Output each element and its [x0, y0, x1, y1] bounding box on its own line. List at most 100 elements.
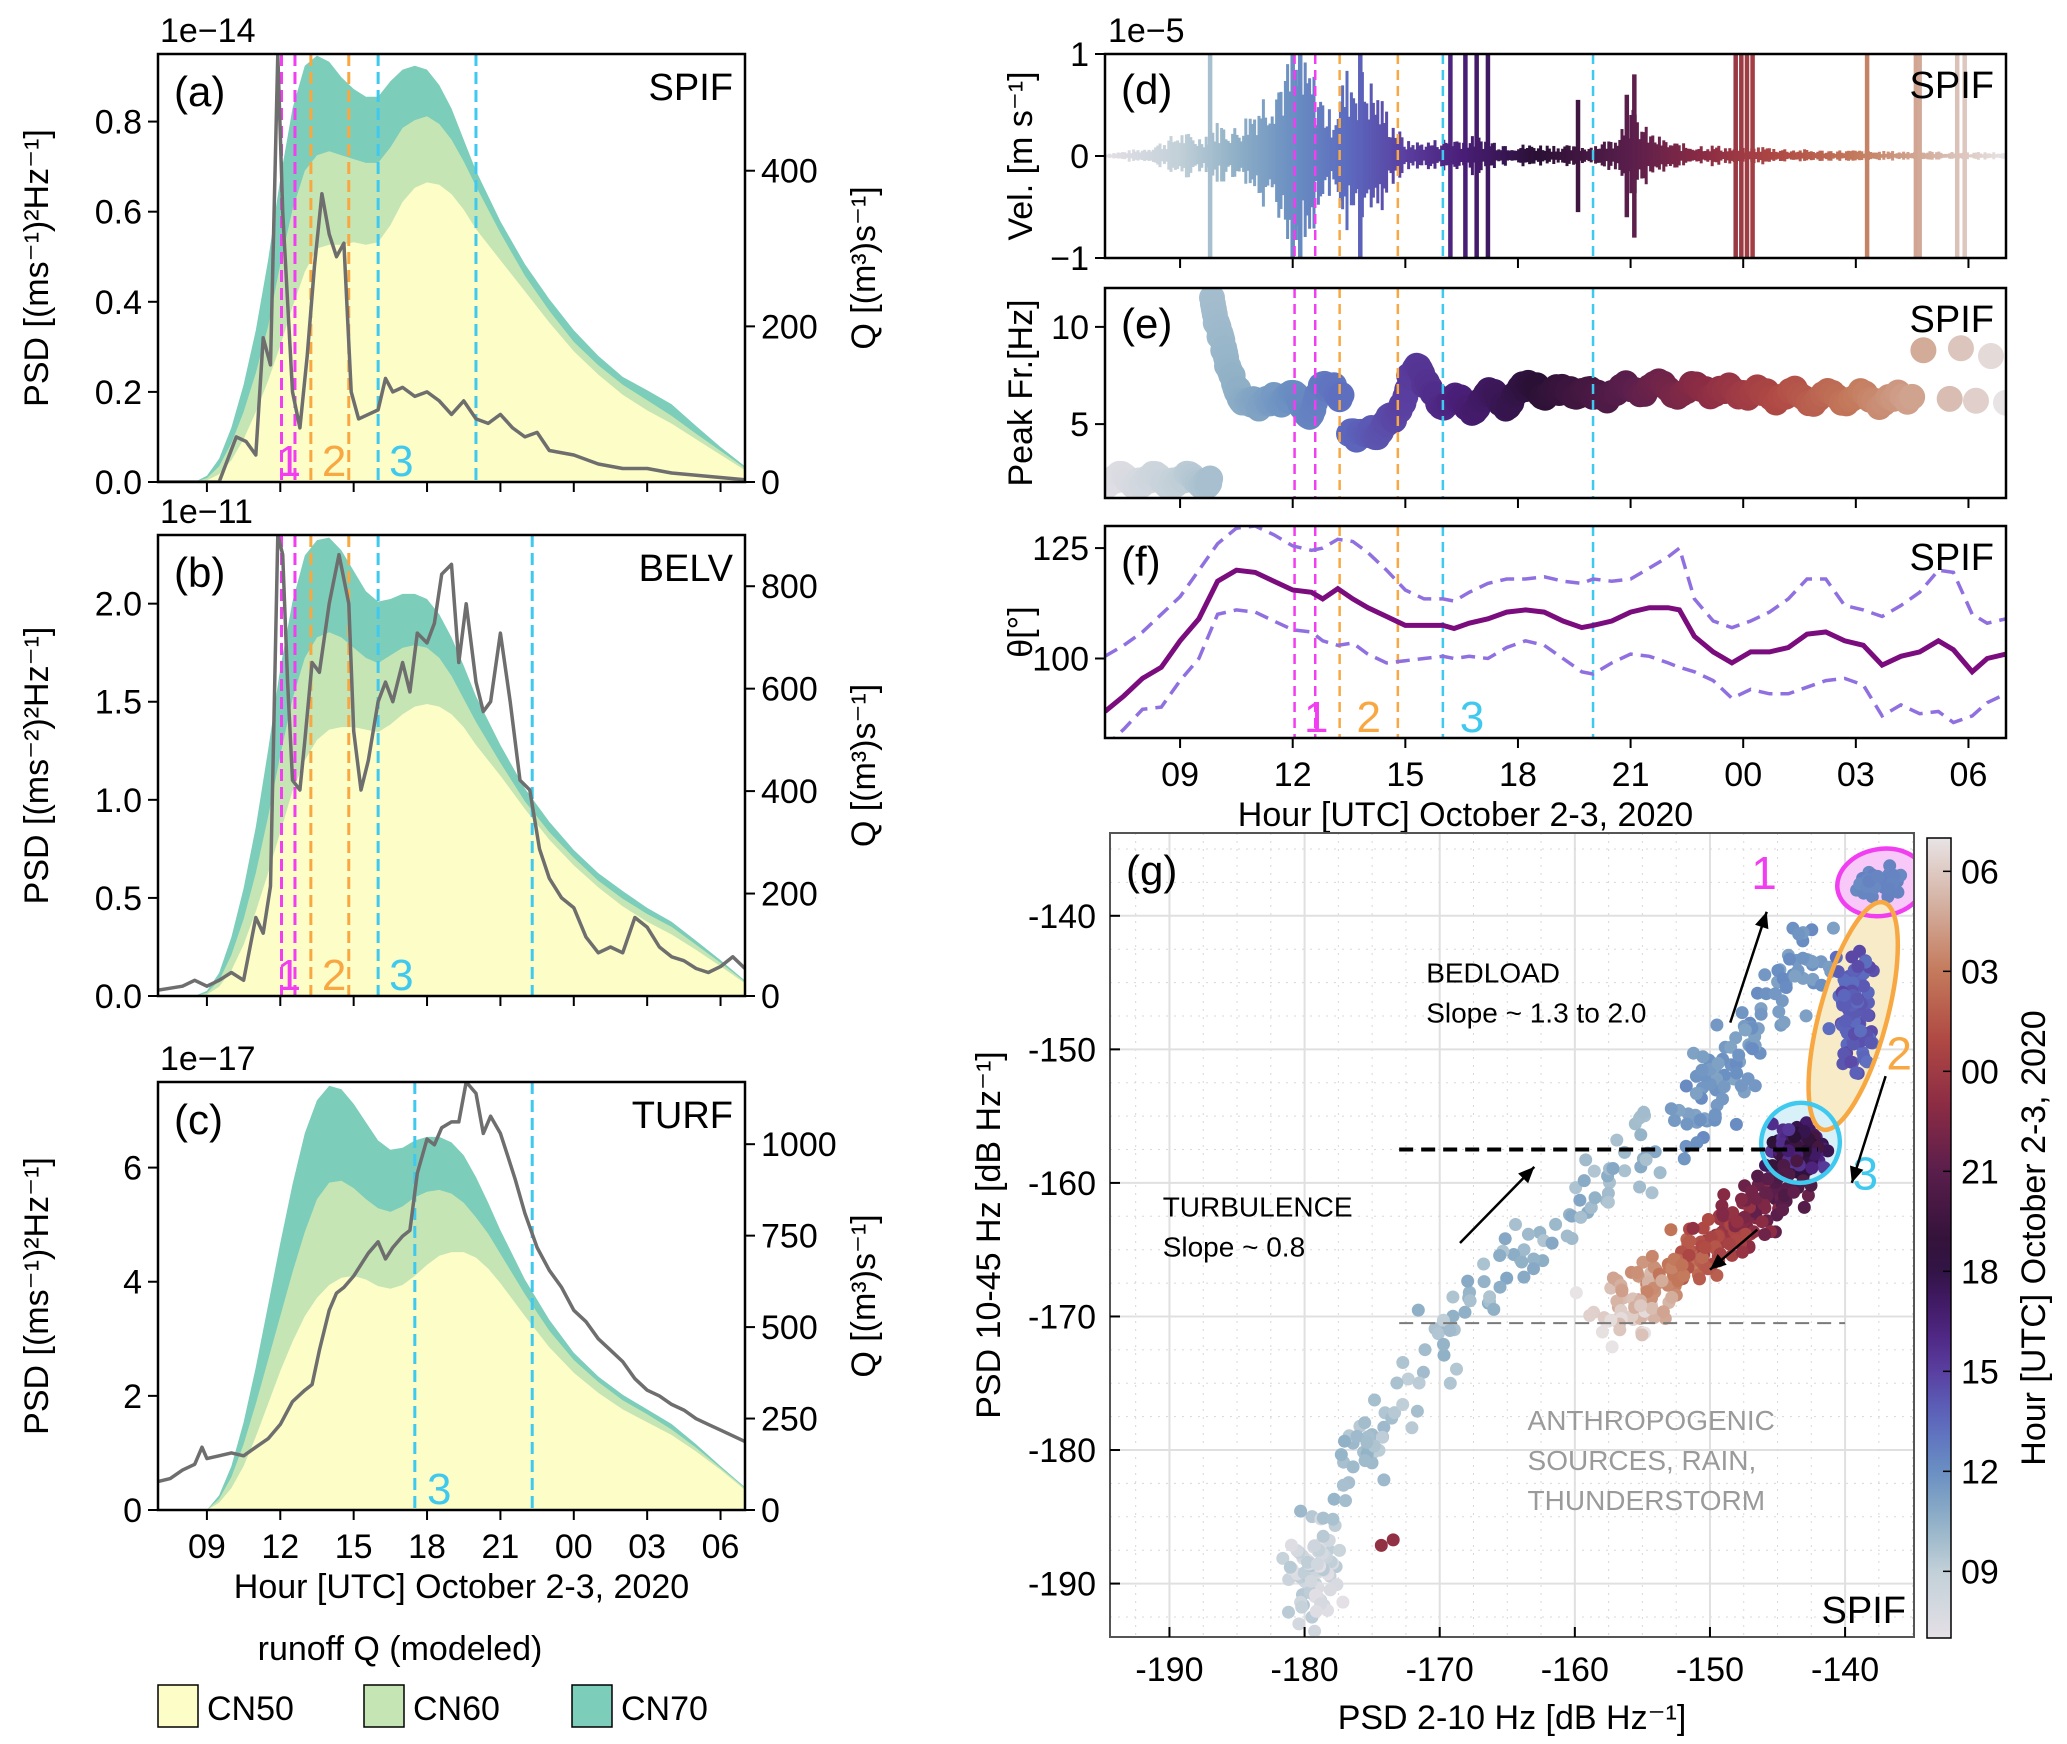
scatter-point [1717, 1080, 1731, 1094]
legend-swatch-cn50 [157, 1684, 199, 1728]
scatter-point [1665, 1290, 1679, 1304]
x-tick-label: 21 [1612, 756, 1650, 794]
runoff-area-cn50 [158, 1252, 745, 1510]
scatter-point [1805, 1161, 1819, 1175]
y-tick-label: 0.8 [95, 104, 142, 142]
scatter-point [1477, 1257, 1491, 1271]
scatter-point [1637, 1105, 1651, 1119]
scatter-point [1386, 1533, 1400, 1547]
scatter-point [1301, 1555, 1314, 1569]
y2-tick-label: 1000 [761, 1126, 837, 1164]
scatter-point [1358, 1454, 1372, 1468]
scatter-point [1686, 1221, 1700, 1235]
scatter-point [1307, 1539, 1321, 1553]
panel-label: (d) [1121, 66, 1172, 113]
scatter-point [1882, 882, 1896, 896]
scatter-point [1377, 1473, 1391, 1487]
x-tick-label: 06 [702, 1528, 740, 1566]
scatter-point [1729, 1117, 1743, 1131]
scatter-point [1336, 1478, 1350, 1492]
scatter-point [1664, 1102, 1678, 1116]
axes-frame [156, 1080, 747, 1512]
scatter-point [1339, 1494, 1352, 1508]
scatter-point [1653, 1166, 1667, 1180]
x-tick-label: 21 [482, 1528, 520, 1566]
scatter-point [1680, 1117, 1694, 1131]
station-label: SPIF [1910, 537, 1994, 579]
y2-tick-label: 0 [761, 464, 780, 502]
scatter-point [1374, 1538, 1388, 1552]
scatter-point [1755, 1215, 1769, 1229]
event-label-3: 3 [1460, 693, 1484, 742]
event-3-ellipse [1758, 1100, 1843, 1186]
scatter-point [1838, 999, 1852, 1012]
scatter-point [1573, 1193, 1587, 1207]
scatter-point [1787, 1185, 1801, 1199]
y-axis-label: PSD [(ms⁻²)²Hz⁻¹] [18, 627, 56, 905]
scatter-point [1477, 1275, 1491, 1289]
y2-tick-label: 600 [761, 671, 818, 709]
x-tick-label: 12 [261, 1528, 299, 1566]
scatter-point [1577, 1174, 1591, 1188]
y-axis-label: PSD [(ms⁻¹)²Hz⁻¹] [18, 1157, 56, 1435]
scatter-point [1772, 1005, 1786, 1019]
panel-b-offset: 1e−11 [160, 493, 253, 531]
scatter-point [1450, 1362, 1463, 1376]
scatter-point [1730, 1215, 1744, 1229]
scatter-point [1711, 1056, 1725, 1070]
scatter-point [1458, 1305, 1472, 1319]
scatter-point [1846, 1037, 1860, 1051]
scatter-point [1483, 1290, 1497, 1304]
scatter-point [1701, 1213, 1715, 1226]
scatter-point [1732, 1048, 1746, 1062]
y2-tick-label: 0 [761, 1492, 780, 1530]
axes-frame [1103, 286, 2008, 500]
scatter-point [1390, 1376, 1404, 1390]
scatter-point [1294, 1504, 1308, 1518]
event-label-2: 2 [1357, 693, 1381, 742]
scatter-point [1749, 1192, 1763, 1206]
y-tick-label: 0.0 [95, 464, 142, 502]
scatter-point [1679, 1079, 1693, 1093]
colorbar-tick-label: 00 [1961, 1053, 1999, 1091]
y-tick-label: 0.5 [95, 880, 142, 918]
legend-swatch-cn70 [571, 1684, 613, 1728]
scatter-point [1618, 1164, 1632, 1178]
runoff-area-cn50 [158, 704, 745, 996]
scatter-point [1776, 1203, 1790, 1217]
y2-tick-label: 750 [761, 1218, 818, 1256]
scatter-point [1640, 1285, 1654, 1299]
x-axis-label: Hour [UTC] October 2-3, 2020 [234, 1568, 689, 1606]
colorbar-tick-label: 18 [1961, 1253, 1999, 1291]
colorbar-label: Hour [UTC] October 2-3, 2020 [2015, 1010, 2053, 1465]
panel-g-plot-area [1110, 833, 1914, 1637]
scatter-point [1336, 1595, 1350, 1609]
scatter-point [1871, 869, 1885, 883]
scatter-point [1645, 1249, 1659, 1263]
y-tick-label: 100 [1032, 641, 1089, 679]
scatter-point [1411, 1303, 1425, 1317]
panel-f-plot-area [1105, 526, 2006, 738]
scatter-point [1613, 1323, 1627, 1337]
colorbar-tick-label: 09 [1961, 1553, 1999, 1591]
y-tick-label: 10 [1051, 309, 1089, 347]
y-tick-label: 1.0 [95, 782, 142, 820]
scatter-point [1635, 1328, 1649, 1342]
axes-frame [1103, 524, 2008, 740]
y-tick-label: 2.0 [95, 586, 142, 624]
y-tick-label: 2 [123, 1378, 142, 1416]
scatter-point [1509, 1218, 1522, 1231]
y2-tick-label: 200 [761, 308, 818, 346]
scatter-point [1282, 1605, 1295, 1619]
scatter-point [1396, 1356, 1410, 1369]
y2-axis-label: Q [(m³)s⁻¹] [845, 186, 883, 349]
scatter-point [1412, 1376, 1426, 1390]
peak-frequency-point [1328, 381, 1355, 408]
scatter-point [1768, 987, 1782, 1001]
scatter-point [1545, 1236, 1559, 1250]
scatter-point [1838, 1014, 1852, 1028]
scatter-point [1333, 1543, 1346, 1557]
scatter-point [1708, 1108, 1722, 1122]
scatter-point [1292, 1617, 1306, 1631]
